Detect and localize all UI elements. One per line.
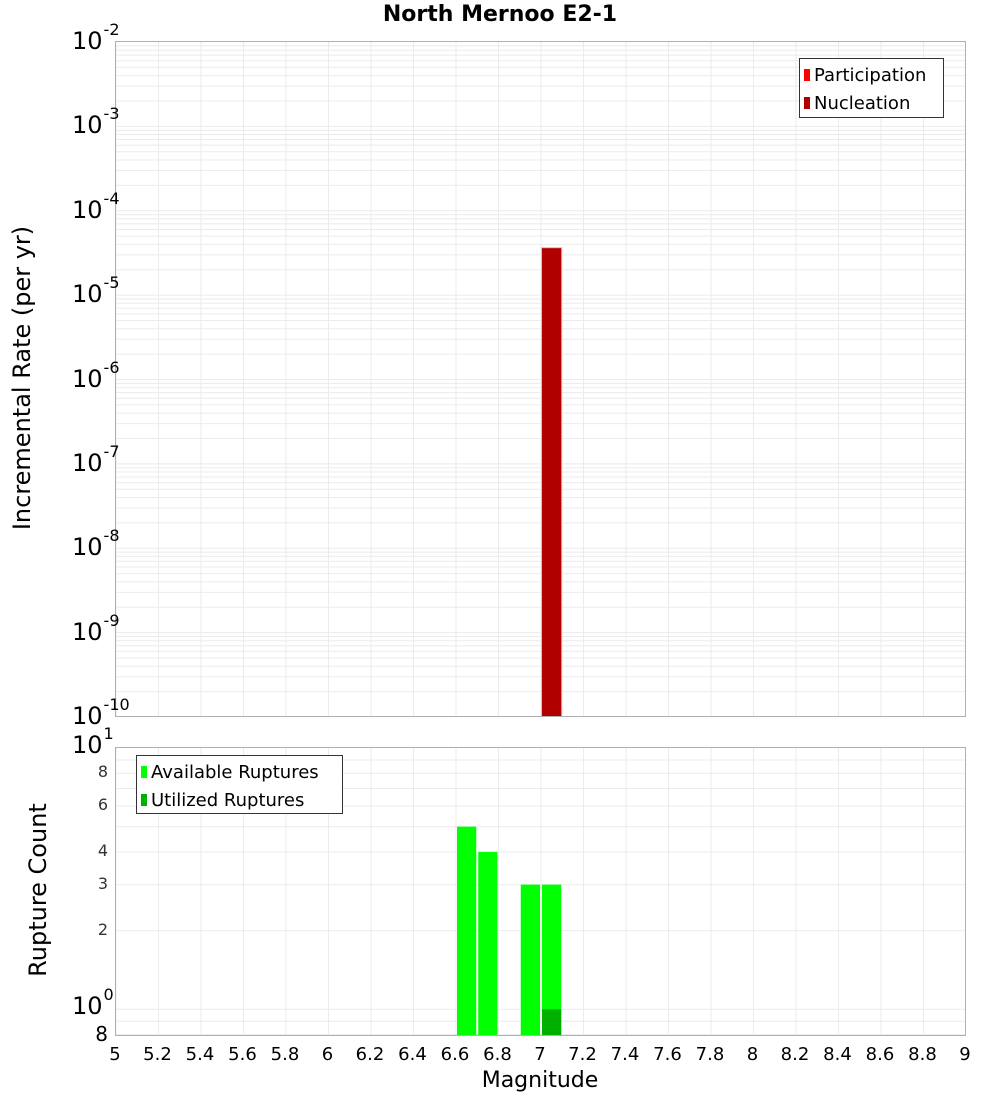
y-tick-label: 10-5: [72, 273, 120, 309]
x-tick-label: 8.8: [908, 1044, 937, 1065]
y-tick-label: 10-10: [72, 695, 130, 730]
available-ruptures-bar: [542, 884, 562, 1035]
y-minor-tick-label: 4: [97, 840, 108, 860]
y-tick-label: 10-4: [72, 188, 120, 224]
bottom-legend: Available Ruptures Utilized Ruptures: [136, 755, 343, 814]
available-ruptures-bar: [478, 851, 498, 1035]
legend-label: Available Ruptures: [151, 761, 319, 783]
y-tick-label: 10-6: [72, 357, 120, 393]
x-tick-label: 6: [321, 1044, 334, 1065]
y-tick-label: 10-2: [72, 20, 120, 55]
x-tick-label: 6.8: [483, 1044, 512, 1065]
x-tick-label: 5.6: [228, 1044, 257, 1065]
x-tick-label: 8: [746, 1044, 759, 1065]
y-tick-label: 10-3: [72, 104, 120, 140]
x-tick-label: 7.8: [695, 1044, 725, 1065]
top-y-axis-label: Incremental Rate (per yr): [8, 225, 36, 531]
chart-title: North Mernoo E2-1: [382, 2, 618, 27]
x-axis-label: Magnitude: [481, 1068, 599, 1093]
bottom-y-axis-label: Rupture Count: [24, 803, 52, 977]
x-tick-label: 6.4: [398, 1044, 427, 1065]
top-plot-grid-and-bars: [116, 42, 965, 716]
bottom-plot-grid-and-bars: [116, 748, 965, 1035]
y-bottom-tick-label: 8: [95, 1022, 108, 1046]
x-tick-label: 8.4: [823, 1044, 852, 1065]
utilized-swatch: [141, 794, 147, 806]
legend-item-nucleation: Nucleation: [804, 89, 937, 117]
y-minor-tick-label: 6: [97, 794, 108, 814]
top-legend: Participation Nucleation: [799, 58, 944, 118]
x-tick-label: 7.6: [653, 1044, 682, 1065]
x-tick-label: 5.8: [270, 1044, 300, 1065]
y-minor-tick-label: 3: [97, 873, 108, 893]
x-tick-label: 8.6: [865, 1044, 895, 1065]
x-tick-label: 6.6: [440, 1044, 470, 1065]
y-minor-tick-label: 2: [97, 919, 108, 939]
x-tick-label: 5.4: [185, 1044, 215, 1065]
x-tick-label: 7.4: [610, 1044, 640, 1065]
y-tick-label: 101: [72, 724, 114, 759]
legend-item-utilized: Utilized Ruptures: [141, 786, 336, 814]
legend-item-participation: Participation: [804, 61, 937, 89]
x-tick-label: 6.2: [355, 1044, 385, 1065]
participation-swatch: [804, 69, 810, 81]
legend-item-available: Available Ruptures: [141, 758, 336, 786]
x-tick-label: 7.2: [568, 1044, 597, 1065]
y-tick-label: 10-7: [72, 441, 120, 477]
nucleation-bar: [542, 248, 562, 716]
x-tick-label: 7: [534, 1044, 546, 1065]
available-ruptures-bar: [520, 884, 540, 1035]
x-tick-label: 8.2: [780, 1044, 810, 1065]
y-minor-tick-label: 8: [97, 762, 108, 782]
legend-label: Participation: [814, 64, 927, 86]
available-ruptures-bar: [457, 826, 477, 1035]
y-tick-label: 100: [72, 985, 114, 1021]
y-tick-label: 10-8: [72, 526, 120, 562]
x-tick-label: 9: [959, 1044, 971, 1065]
utilized-ruptures-bar: [542, 1009, 562, 1035]
available-swatch: [141, 766, 147, 778]
top-plot-area: [115, 41, 966, 717]
nucleation-swatch: [804, 97, 810, 109]
x-tick-label: 5.2: [143, 1044, 172, 1065]
legend-label: Utilized Ruptures: [151, 789, 305, 811]
legend-label: Nucleation: [814, 92, 911, 114]
y-tick-label: 10-9: [72, 610, 120, 646]
x-tick-label: 5: [109, 1044, 121, 1065]
